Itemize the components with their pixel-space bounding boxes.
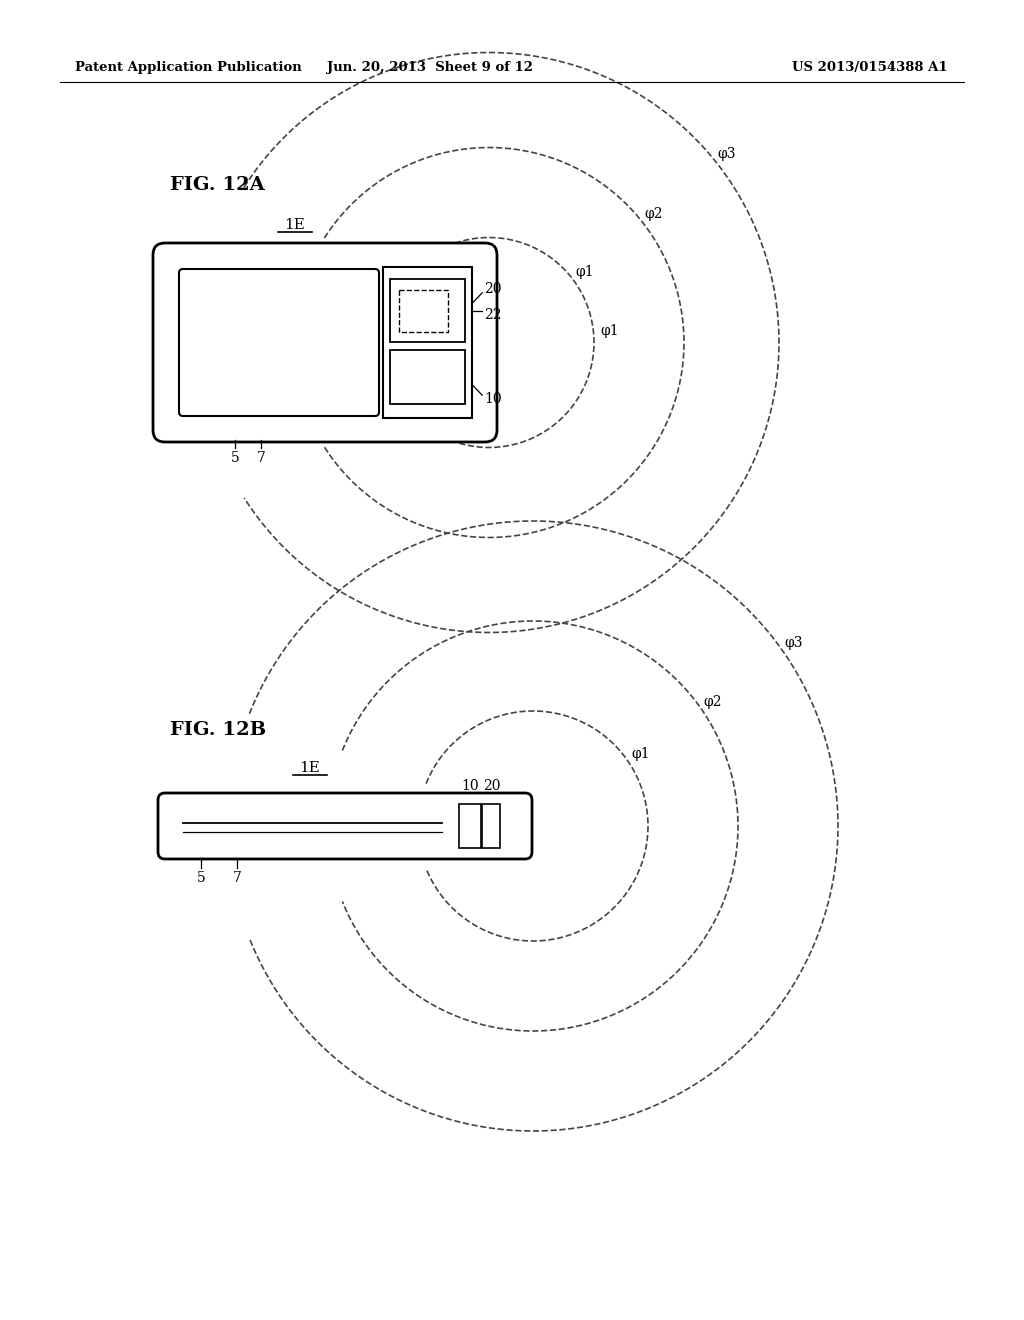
Text: φ2: φ2	[703, 694, 722, 709]
Text: 7: 7	[257, 451, 265, 465]
Bar	[398, 290, 447, 331]
Text: 7: 7	[232, 871, 242, 884]
Text: 1E: 1E	[285, 218, 305, 232]
Text: 22: 22	[484, 308, 502, 322]
Text: φ3: φ3	[718, 147, 736, 161]
Text: φ1: φ1	[631, 747, 649, 762]
Bar	[390, 350, 465, 404]
Text: FIG. 12B: FIG. 12B	[170, 721, 266, 739]
Text: φ1: φ1	[574, 264, 594, 279]
Text: 20: 20	[482, 779, 501, 793]
Text: 10: 10	[461, 779, 479, 793]
Bar	[390, 279, 465, 342]
Text: 5: 5	[197, 871, 206, 884]
Text: US 2013/0154388 A1: US 2013/0154388 A1	[793, 62, 948, 74]
Text: 5: 5	[231, 451, 240, 465]
Text: φ1: φ1	[600, 323, 618, 338]
Text: FIG. 12A: FIG. 12A	[170, 176, 265, 194]
Text: 20: 20	[484, 281, 502, 296]
Text: φ2: φ2	[644, 207, 663, 222]
Text: 10: 10	[484, 392, 502, 407]
FancyBboxPatch shape	[158, 793, 532, 859]
Bar	[482, 804, 500, 847]
Text: Patent Application Publication: Patent Application Publication	[75, 62, 302, 74]
FancyBboxPatch shape	[153, 243, 497, 442]
Bar	[383, 267, 472, 418]
Bar	[459, 804, 480, 847]
FancyBboxPatch shape	[179, 269, 379, 416]
Text: 1E: 1E	[300, 762, 321, 775]
Text: φ3: φ3	[784, 636, 803, 649]
Text: Jun. 20, 2013  Sheet 9 of 12: Jun. 20, 2013 Sheet 9 of 12	[327, 62, 534, 74]
